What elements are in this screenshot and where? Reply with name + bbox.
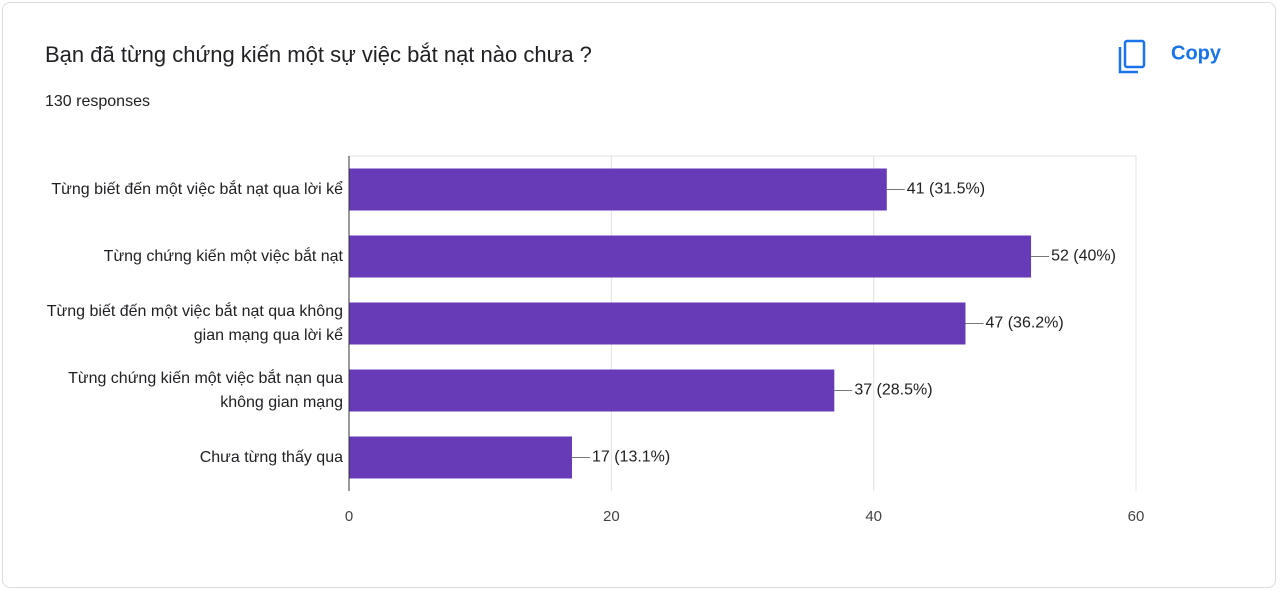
chart-subtitle: 130 responses [45, 93, 150, 110]
y-tick-label: Từng biết đến một việc bắt nạt qua lời k… [51, 180, 343, 198]
value-label: 41 (31.5%) [907, 181, 985, 198]
bar [349, 168, 887, 211]
y-tick-label: Chưa từng thấy qua [199, 448, 343, 466]
value-label: 17 (13.1%) [592, 449, 670, 466]
x-tick-label: 20 [603, 508, 620, 525]
copy-icon [1123, 39, 1146, 69]
value-label: 47 (36.2%) [985, 315, 1063, 332]
bar [349, 369, 835, 412]
x-tick-label: 40 [865, 508, 882, 525]
copy-label[interactable]: Copy [1171, 42, 1222, 64]
copy-icon [1118, 47, 1138, 74]
x-tick-label: 0 [345, 508, 353, 525]
chart-title: Bạn đã từng chứng kiến một sự việc bắt n… [45, 42, 592, 67]
y-tick-label: Từng biết đến một việc bắt nạt qua không… [46, 302, 343, 344]
bar [349, 302, 966, 345]
y-tick-label: Từng chứng kiến một việc bắt nạn qua khô… [68, 369, 343, 411]
bar [349, 235, 1032, 278]
chart: Bạn đã từng chứng kiến một sự việc bắt n… [45, 39, 1222, 525]
value-label: 52 (40%) [1051, 248, 1116, 265]
bar [349, 436, 572, 479]
y-tick-label: Từng chứng kiến một việc bắt nạt [103, 247, 343, 265]
x-tick-label: 60 [1128, 508, 1145, 525]
value-label: 37 (28.5%) [854, 382, 932, 399]
copy-button[interactable]: Copy [1118, 39, 1222, 74]
